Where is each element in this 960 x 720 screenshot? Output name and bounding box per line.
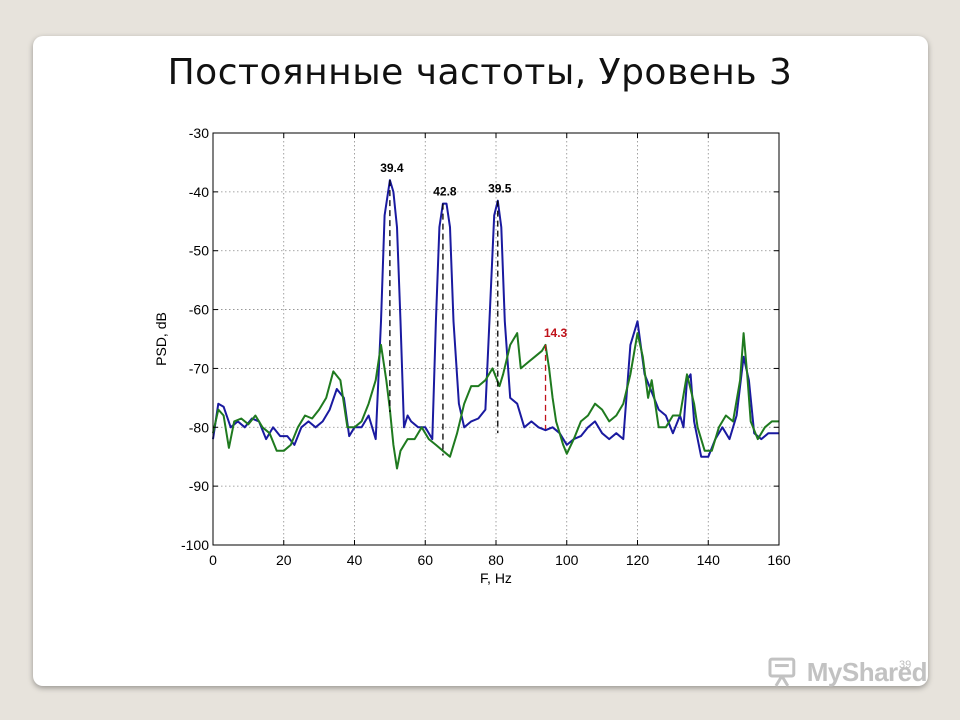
watermark-text: MyShared [806, 656, 928, 687]
plot-frame [212, 132, 780, 546]
axes-layer: 0 20 40 60 80 100 120 140 160 -30 -40 -50 -60 -70 -80 -… [153, 125, 791, 586]
series-line-1 [212, 179, 779, 458]
annotation-layer: 39.4 42.8 39.5 14.3 [380, 161, 568, 456]
x-tick-label: 20 [276, 552, 292, 568]
watermark: MyShared [767, 655, 928, 689]
y-tick-label: -70 [189, 360, 209, 376]
x-tick-label: 140 [697, 552, 721, 568]
grid-layer [213, 133, 779, 545]
x-tick-label: 40 [347, 552, 363, 568]
peak-value-label: 39.5 [488, 182, 512, 196]
series-layer [212, 179, 779, 470]
x-tick-label: 80 [488, 552, 504, 568]
y-tick-label: -40 [189, 184, 209, 200]
y-tick-label: -50 [189, 243, 209, 259]
x-tick-label: 60 [417, 552, 433, 568]
x-axis-label: F, Hz [480, 570, 512, 586]
y-tick-label: -80 [189, 419, 209, 435]
x-tick-label: 0 [209, 552, 217, 568]
x-tick-label: 120 [626, 552, 650, 568]
x-tick-label: 100 [555, 552, 579, 568]
slide-number: 39 [899, 659, 912, 671]
series-line-2 [212, 332, 779, 470]
y-tick-label: -100 [181, 537, 209, 553]
y-tick-label: -30 [189, 125, 209, 141]
y-tick-label: -60 [189, 302, 209, 318]
peak-value-label: 14.3 [544, 326, 568, 340]
y-tick-label: -90 [189, 478, 209, 494]
peak-value-label: 39.4 [380, 161, 404, 175]
x-tick-label: 160 [767, 552, 791, 568]
slide-title: Постоянные частоты, Уровень 3 [167, 52, 793, 93]
presentation-icon [768, 657, 796, 687]
peak-value-label: 42.8 [433, 185, 457, 199]
y-axis-label: PSD, dB [153, 312, 169, 366]
